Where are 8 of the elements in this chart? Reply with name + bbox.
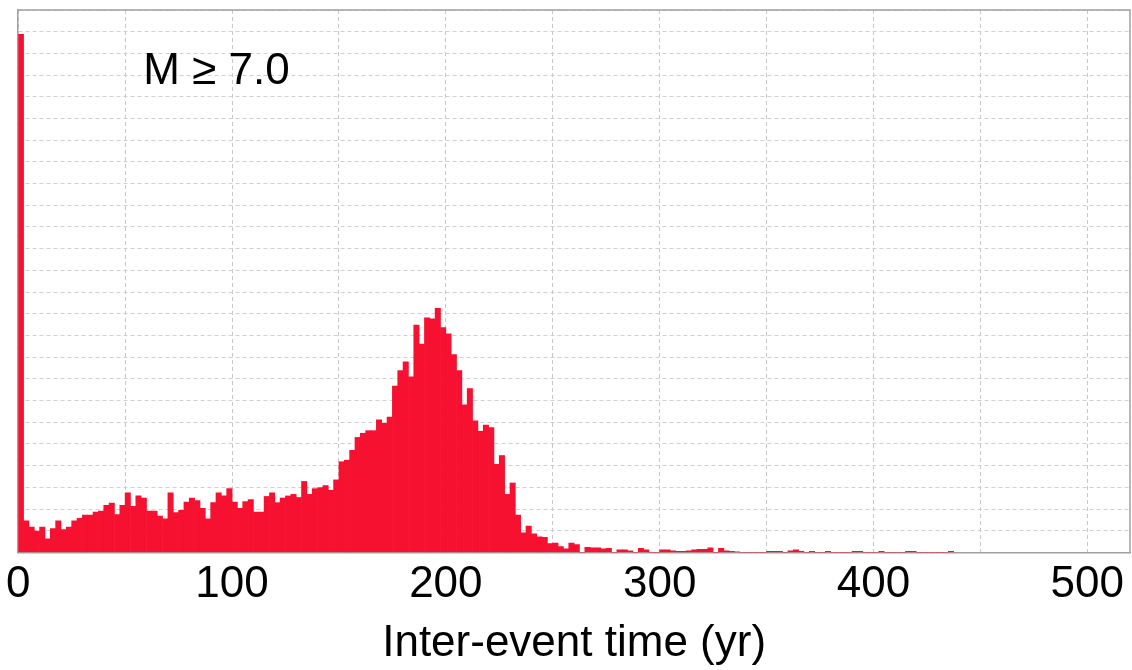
x-axis-title: Inter-event time (yr): [382, 615, 767, 665]
x-tick-label: 300: [622, 556, 697, 606]
x-tick-label: 200: [409, 556, 483, 606]
x-tick-label: 500: [1050, 556, 1124, 606]
annotation: M ≥ 7.0: [143, 44, 290, 94]
x-tick-label: 0: [5, 556, 31, 606]
x-tick-label: 100: [195, 556, 269, 606]
x-tick-label: 400: [836, 556, 911, 606]
